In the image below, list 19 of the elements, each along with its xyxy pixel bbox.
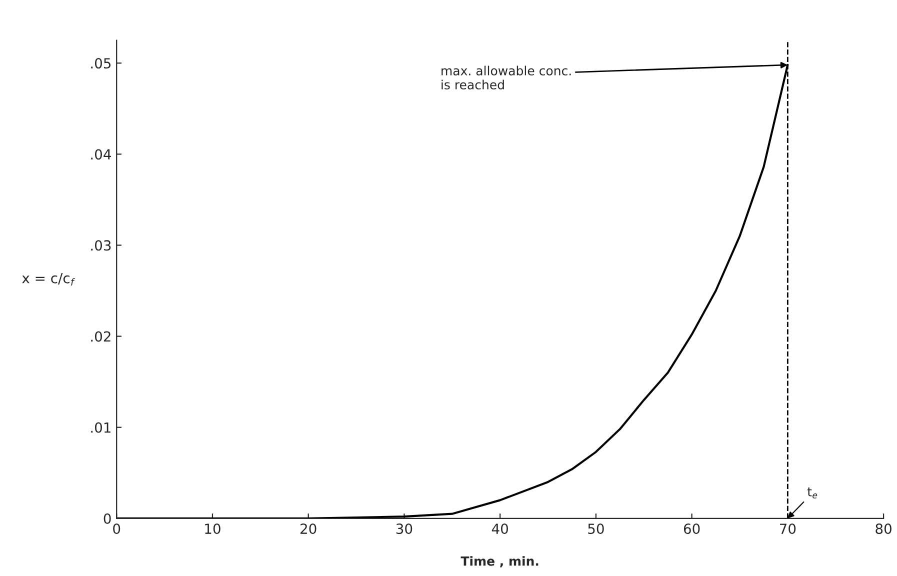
x-tick-label: 10 — [205, 524, 220, 534]
y-tick-label: .02 — [91, 331, 110, 342]
x-tick-label: 70 — [780, 524, 796, 534]
x-tick-label: 60 — [684, 524, 700, 534]
y-tick-label: .04 — [91, 149, 111, 160]
y-tick-label: .03 — [91, 240, 111, 251]
annotation: t$_{e}$ — [807, 487, 818, 498]
x-tick-label: 50 — [588, 524, 604, 534]
x-tick-label: 0 — [113, 524, 120, 534]
x-tick-label: 20 — [300, 524, 316, 534]
annotation: max. allowable conc. is reached — [442, 66, 571, 90]
y-tick-label: 0 — [104, 513, 111, 524]
y-tick-label: .01 — [91, 422, 110, 433]
x-tick-label: 80 — [876, 524, 892, 534]
x-tick-label: 30 — [396, 524, 412, 534]
x-axis-title: Time , min. — [460, 556, 538, 568]
y-axis-title: x = c/c$_{f}$ — [22, 273, 76, 286]
x-tick-label: 40 — [492, 524, 508, 534]
y-tick-label: .05 — [91, 58, 111, 69]
